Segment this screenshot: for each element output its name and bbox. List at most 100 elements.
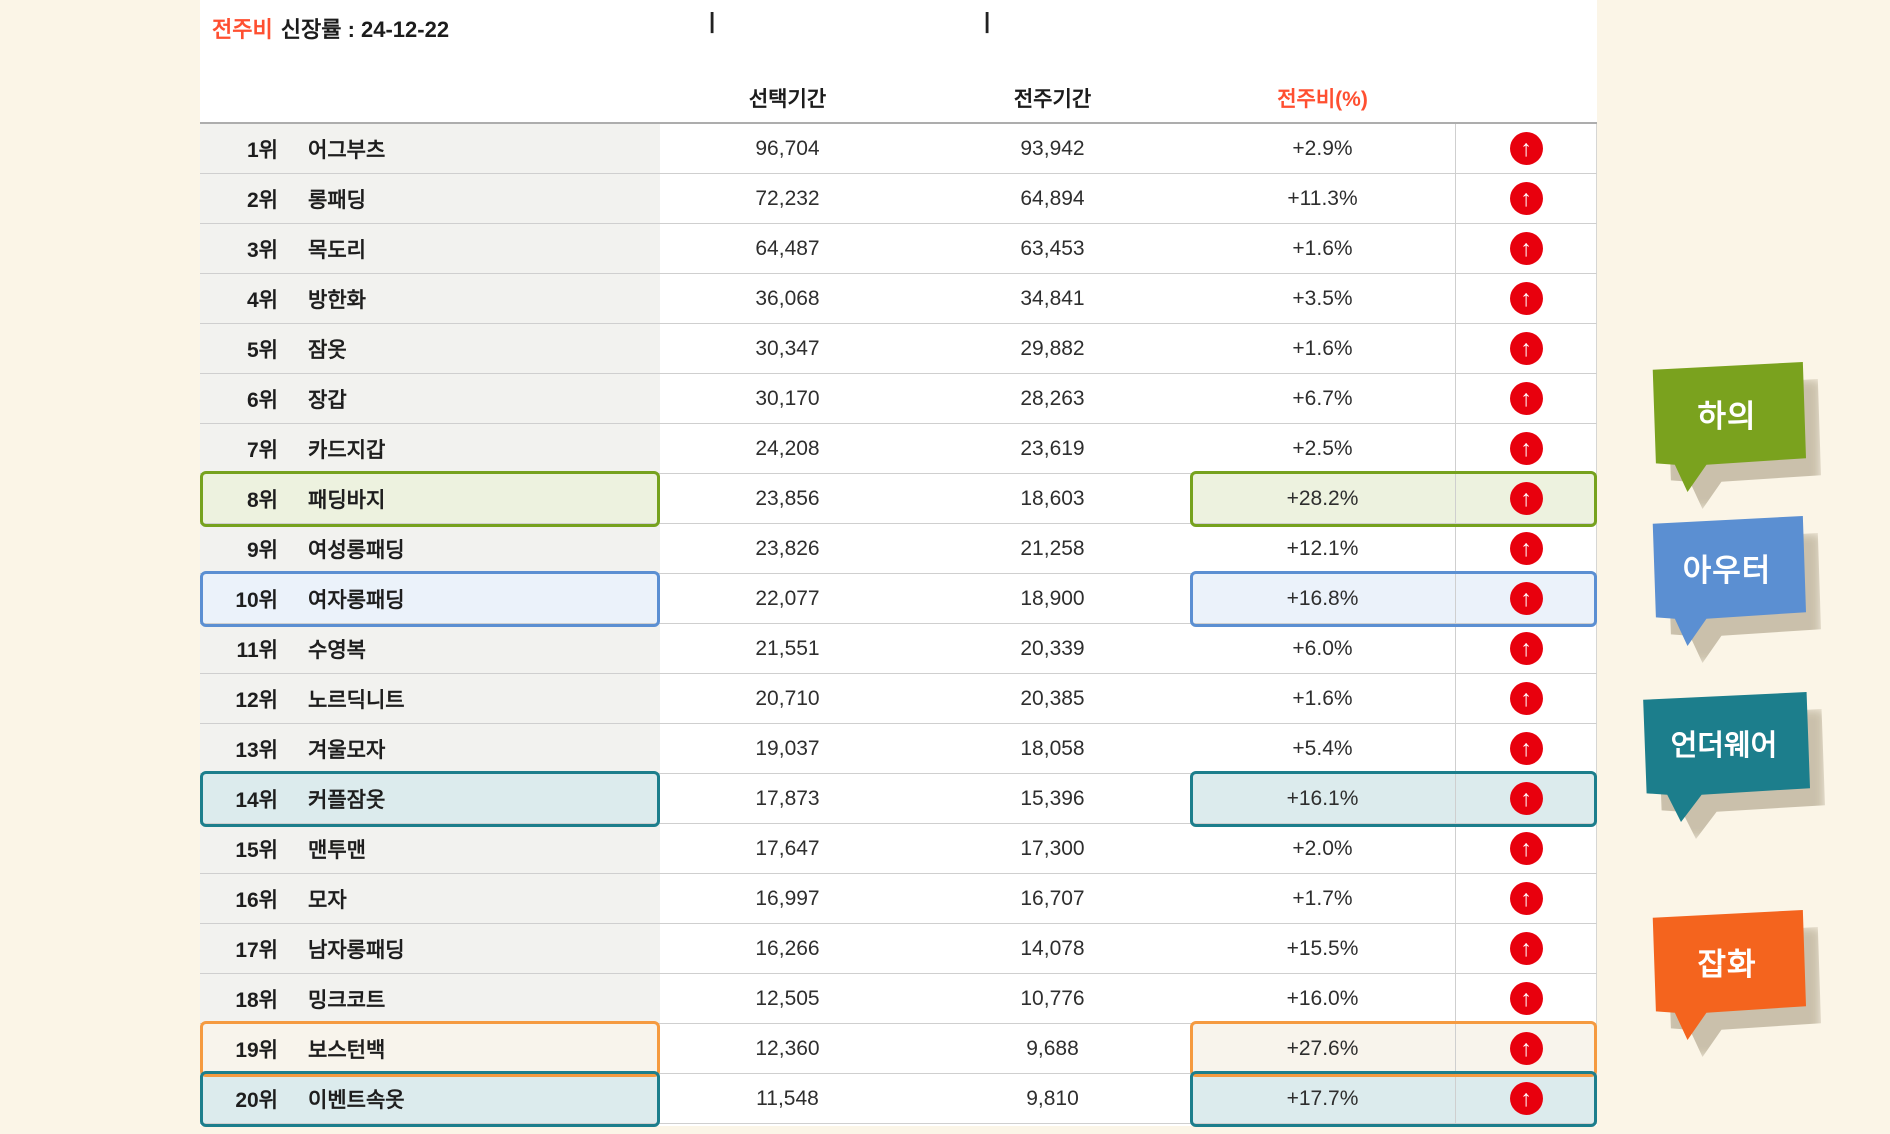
up-arrow-icon: ↑ [1509,882,1543,915]
table-row: 17위 남자롱패딩 16,266 14,078 +15.5% ↑ [200,924,1597,974]
keyword-cell: 18위 밍크코트 [200,974,660,1024]
up-arrow-icon: ↑ [1509,632,1543,665]
table-row: 7위 카드지갑 24,208 23,619 +2.5% ↑ [200,424,1597,474]
rank-label: 5위 [247,338,278,362]
keyword-cell: 6위 장갑 [200,374,660,424]
table-row: 15위 맨투맨 17,647 17,300 +2.0% ↑ [200,824,1597,874]
change-percent-value: +11.3% [1190,174,1455,224]
selected-period-value: 12,505 [660,974,915,1024]
keyword-label: 겨울모자 [308,738,386,762]
trend-cell: ↑ [1455,874,1597,924]
keyword-label: 목도리 [308,238,366,262]
table-row: 10위 여자롱패딩 22,077 18,900 +16.8% ↑ [200,571,1597,627]
keyword-cell: 12위 노르딕니트 [200,674,660,724]
category-bubble-accessories: 잡화 [1648,910,1821,1057]
previous-period-value: 64,894 [915,174,1190,224]
up-arrow-icon: ↑ [1509,932,1543,965]
keyword-label: 이벤트속옷 [308,1088,405,1112]
keyword-cell: 20위 이벤트속옷 [200,1074,660,1124]
rank-label: 20위 [235,1088,278,1112]
up-arrow-icon: ↑ [1509,382,1543,415]
previous-period-value: 28,263 [915,374,1190,424]
trend-cell: ↑ [1455,474,1597,524]
change-percent-value: +2.5% [1190,424,1455,474]
table-row: 18위 밍크코트 12,505 10,776 +16.0% ↑ [200,974,1597,1024]
selected-period-value: 16,997 [660,874,915,924]
keyword-cell: 13위 겨울모자 [200,724,660,774]
rank-label: 3위 [247,238,278,262]
category-bubble-bottoms: 하의 [1648,362,1821,509]
table-row: 12위 노르딕니트 20,710 20,385 +1.6% ↑ [200,674,1597,724]
trend-cell: ↑ [1455,1024,1597,1074]
selected-period-value: 22,077 [660,574,915,624]
selected-period-value: 24,208 [660,424,915,474]
previous-period-value: 18,058 [915,724,1190,774]
rank-label: 15위 [235,838,278,862]
selected-period-value: 20,710 [660,674,915,724]
header-spacer [200,76,660,120]
change-percent-value: +2.0% [1190,824,1455,874]
keyword-label: 커플잠옷 [308,788,386,812]
table-header-row: 선택기간 전주기간 전주비(%) [200,76,1597,120]
change-percent-value: +27.6% [1190,1024,1455,1074]
keyword-label: 어그부츠 [308,138,386,162]
change-percent-value: +16.1% [1190,774,1455,824]
header-separator: | [709,8,716,33]
previous-period-value: 9,810 [915,1074,1190,1124]
keyword-label: 롱패딩 [308,188,366,212]
trend-cell: ↑ [1455,924,1597,974]
table-row: 13위 겨울모자 19,037 18,058 +5.4% ↑ [200,724,1597,774]
up-arrow-icon: ↑ [1509,432,1543,465]
table-row: 8위 패딩바지 23,856 18,603 +28.2% ↑ [200,471,1597,527]
change-percent-value: +16.0% [1190,974,1455,1024]
header-trend-spacer [1455,76,1597,120]
keyword-label: 여자롱패딩 [308,588,405,612]
rank-label: 11위 [236,638,278,662]
up-arrow-icon: ↑ [1509,332,1543,365]
rank-label: 6위 [247,388,278,412]
previous-period-value: 14,078 [915,924,1190,974]
keyword-cell: 1위 어그부츠 [200,124,660,174]
ranking-table: 1위 어그부츠 96,704 93,942 +2.9% ↑ 2위 롱패딩 72,232 64,89… [200,122,1597,1127]
previous-period-value: 17,300 [915,824,1190,874]
previous-period-value: 63,453 [915,224,1190,274]
rank-label: 13위 [235,738,278,762]
change-percent-value: +6.0% [1190,624,1455,674]
previous-period-value: 20,385 [915,674,1190,724]
selected-period-value: 16,266 [660,924,915,974]
selected-period-value: 21,551 [660,624,915,674]
title-text: 신장률 : 24-12-22 [280,17,450,42]
up-arrow-icon: ↑ [1509,532,1543,565]
selected-period-value: 23,856 [660,474,915,524]
keyword-cell: 8위 패딩바지 [200,474,660,524]
rank-label: 8위 [247,488,278,512]
up-arrow-icon: ↑ [1509,182,1543,215]
trend-cell: ↑ [1455,824,1597,874]
previous-period-value: 18,603 [915,474,1190,524]
change-percent-value: +3.5% [1190,274,1455,324]
keyword-label: 밍크코트 [308,988,386,1012]
keyword-label: 모자 [308,888,347,912]
change-percent-value: +28.2% [1190,474,1455,524]
page-title: 전주비 신장률 : 24-12-22 [212,12,449,44]
up-arrow-icon: ↑ [1509,732,1543,765]
header-previous-period: 전주기간 [1013,88,1092,111]
category-bubble-underwear: 언더웨어 [1638,692,1825,839]
table-row: 5위 잠옷 30,347 29,882 +1.6% ↑ [200,324,1597,374]
rank-label: 14위 [235,788,278,812]
keyword-label: 수영복 [308,638,366,662]
table-row: 6위 장갑 30,170 28,263 +6.7% ↑ [200,374,1597,424]
keyword-label: 노르딕니트 [308,688,405,712]
keyword-cell: 4위 방한화 [200,274,660,324]
keyword-cell: 14위 커플잠옷 [200,774,660,824]
up-arrow-icon: ↑ [1509,982,1543,1015]
selected-period-value: 30,170 [660,374,915,424]
keyword-label: 방한화 [308,288,366,312]
previous-period-value: 16,707 [915,874,1190,924]
up-arrow-icon: ↑ [1509,482,1543,515]
previous-period-value: 21,258 [915,524,1190,574]
up-arrow-icon: ↑ [1509,1032,1543,1065]
previous-period-value: 93,942 [915,124,1190,174]
change-percent-value: +1.6% [1190,324,1455,374]
keyword-cell: 16위 모자 [200,874,660,924]
